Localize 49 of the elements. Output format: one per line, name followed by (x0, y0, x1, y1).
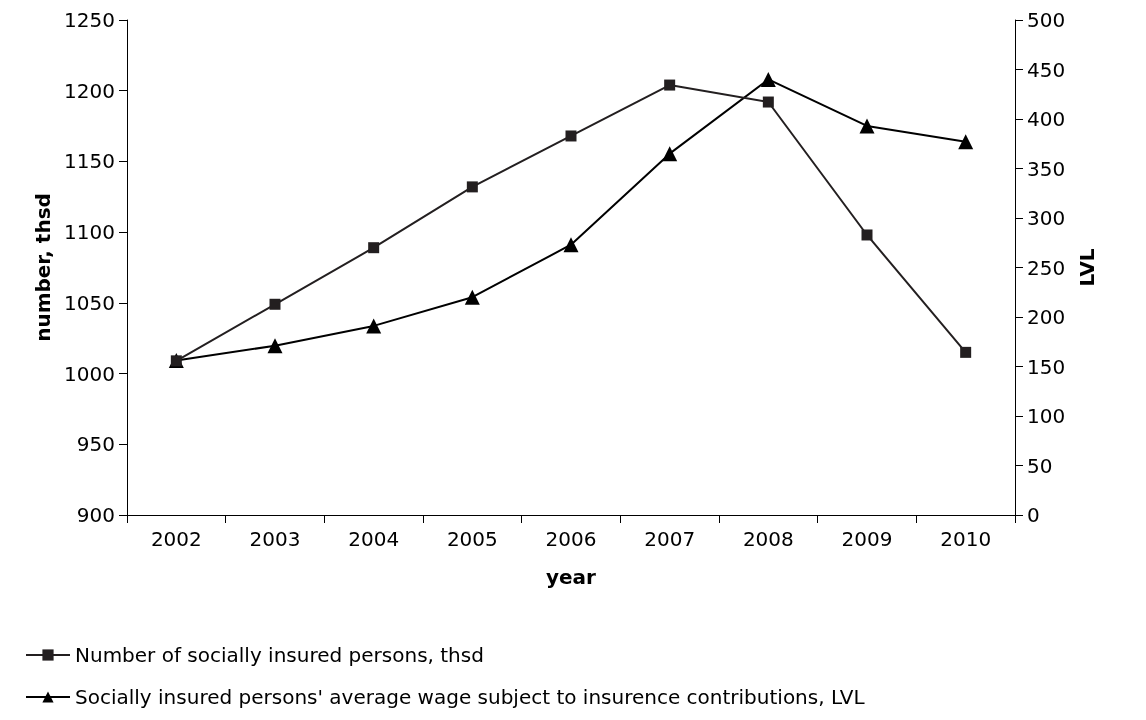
point (960, 346, 972, 358)
x-tick-label: 2007 (644, 527, 696, 551)
point (861, 229, 873, 241)
y-axis-title: number, thsd (31, 193, 56, 342)
y2-tick-label: 300 (1027, 206, 1066, 230)
point (466, 181, 478, 193)
point (664, 79, 676, 91)
y-tick-label: 1000 (64, 361, 115, 386)
y2-tick-label: 500 (1027, 8, 1066, 32)
x-tick-label: 2003 (249, 527, 301, 551)
y2-tick-label: 150 (1027, 354, 1066, 379)
y2-axis-title: LVL (1075, 248, 1099, 287)
y-tick-label: 1250 (64, 8, 115, 32)
y-tick-label: 950 (76, 432, 115, 457)
point (958, 134, 974, 150)
y2-tick-label: 0 (1027, 503, 1040, 527)
y-tick-label: 900 (76, 503, 115, 527)
point (762, 96, 774, 108)
x-tick-label: 2010 (940, 527, 992, 551)
y2-tick-label: 250 (1027, 255, 1066, 280)
x-tick-label: 2004 (348, 527, 400, 551)
y-tick-label: 1150 (64, 149, 115, 174)
x-tick-label: 2006 (545, 527, 597, 551)
point (269, 298, 281, 310)
legend-label: Number of socially insured persons, thsd (75, 643, 484, 667)
x-tick-label: 2008 (742, 527, 794, 551)
x-tick-label: 2005 (446, 527, 498, 551)
y-tick-label: 1200 (64, 78, 115, 103)
point (267, 338, 283, 354)
x-tick-label: 2009 (841, 527, 893, 551)
y-tick-label: 1050 (64, 290, 115, 315)
point (859, 118, 875, 134)
point (565, 130, 577, 142)
y2-tick-label: 450 (1027, 57, 1066, 82)
y2-tick-label: 100 (1027, 404, 1066, 428)
y-tick-label: 1100 (64, 220, 115, 245)
y2-tick-label: 200 (1027, 305, 1066, 329)
legend-label: Socially insured persons' average wage subject to insurence contributions, LVL (75, 685, 866, 709)
point (368, 242, 380, 254)
point (760, 71, 776, 87)
y2-tick-label: 350 (1027, 156, 1066, 181)
y2-tick-label: 400 (1027, 107, 1066, 131)
point (464, 289, 480, 305)
point (662, 146, 678, 162)
point (563, 237, 579, 253)
point (366, 318, 382, 334)
y2-tick-label: 50 (1027, 453, 1053, 478)
x-axis-title: year (546, 565, 597, 589)
x-tick-label: 2002 (150, 527, 202, 551)
